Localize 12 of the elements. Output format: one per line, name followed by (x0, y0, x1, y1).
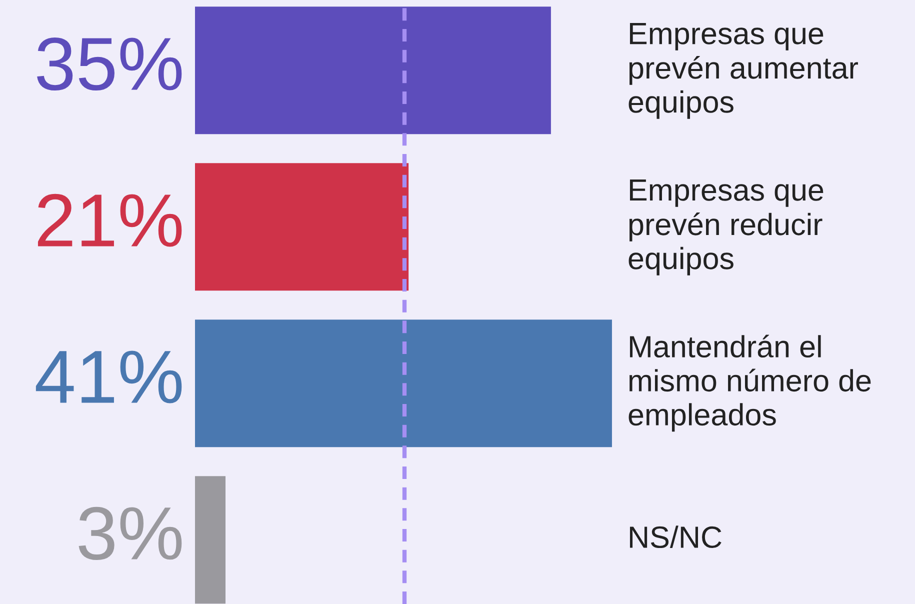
data-label: 35% (37, 37, 182, 91)
y-tick-label: NS/NC (630, 526, 722, 548)
bar (195, 476, 226, 604)
bar (195, 6, 551, 134)
bar (195, 320, 612, 448)
data-label: 3% (78, 506, 182, 560)
y-tick-label: Empresas que prevén reducir equipos (628, 180, 824, 276)
y-tick-label: Empresas que prevén aumentar equipos (628, 23, 858, 119)
bar (195, 163, 409, 291)
data-label: 21% (38, 194, 182, 247)
y-tick-label: Mantendrán el mismo número de empleados (628, 334, 871, 432)
data-label: 41% (36, 350, 182, 404)
